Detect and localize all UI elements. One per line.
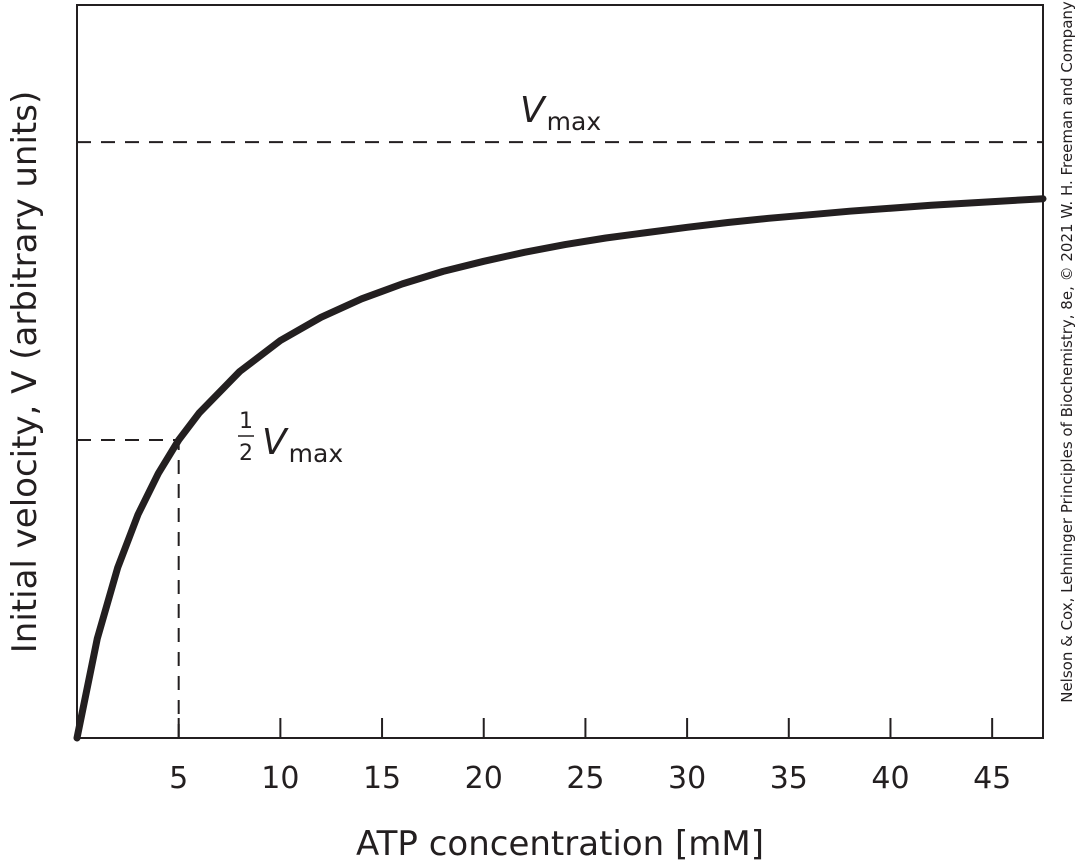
x-tick-label: 30 [668, 761, 706, 796]
reference-lines [77, 141, 1043, 738]
velocity-curve [73, 195, 1047, 742]
data-series [73, 195, 1047, 742]
reference-labels: Vmax 1 2 Vmax [238, 90, 601, 468]
x-tick-label: 15 [363, 761, 401, 796]
half-vmax-label: Vmax [262, 422, 343, 468]
x-tick-label: 25 [566, 761, 604, 796]
x-tick-label: 5 [169, 761, 188, 796]
x-axis-title: ATP concentration [mM] [356, 824, 764, 864]
credit-line: Nelson & Cox, Lehninger Principles of Bi… [1058, 1, 1076, 703]
x-tick-label: 10 [261, 761, 299, 796]
x-tick-label: 35 [770, 761, 808, 796]
plot-frame [76, 4, 1044, 739]
x-tick-label: 45 [973, 761, 1011, 796]
half-fraction-denominator: 2 [239, 441, 253, 466]
x-ticks: 5 10 15 20 25 30 35 40 45 [169, 718, 1011, 796]
y-axis-title: Initial velocity, V (arbitrary units) [5, 91, 45, 653]
half-fraction-numerator: 1 [239, 409, 253, 434]
vmax-label: Vmax [520, 90, 601, 136]
x-tick-label: 20 [465, 761, 503, 796]
x-tick-label: 40 [871, 761, 909, 796]
